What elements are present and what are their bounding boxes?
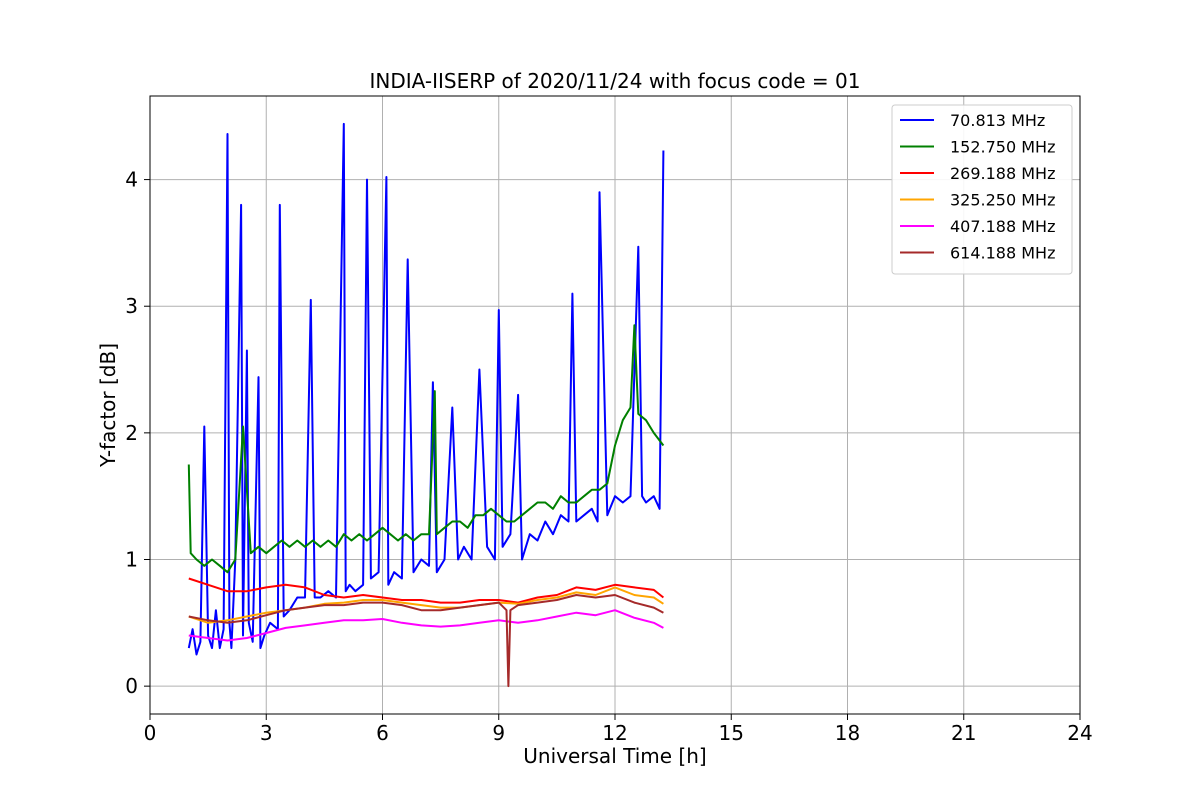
x-tick-label: 21 [951, 721, 976, 745]
series-line-4 [188, 609, 664, 642]
x-tick-label: 18 [835, 721, 860, 745]
y-tick-label: 4 [125, 168, 138, 192]
legend-box [891, 104, 1073, 275]
x-tick-label: 9 [492, 721, 505, 745]
legend-label-2: 269.188 MHz [950, 164, 1055, 183]
legend-label-5: 614.188 MHz [950, 244, 1055, 263]
series-line-0 [187, 122, 665, 656]
x-axis-label: Universal Time [h] [523, 744, 706, 768]
x-tick-label: 0 [144, 721, 157, 745]
y-tick-label: 0 [125, 674, 138, 698]
x-tick-label: 24 [1067, 721, 1092, 745]
legend: 70.813 MHz 152.750 MHz 269.188 MHz 325.250 … [891, 104, 1073, 275]
x-tick-label: 15 [719, 721, 744, 745]
y-tick-label: 3 [125, 294, 138, 318]
series-line-1 [187, 324, 665, 574]
series-line-2 [188, 577, 665, 604]
legend-label-0: 70.813 MHz [950, 111, 1045, 130]
x-tick-label: 3 [260, 721, 273, 745]
x-tick-label: 6 [376, 721, 389, 745]
plot-series [187, 122, 665, 688]
y-tick-label: 1 [125, 548, 138, 572]
legend-label-4: 407.188 MHz [950, 217, 1055, 236]
series-line-3 [188, 586, 664, 624]
legend-label-1: 152.750 MHz [950, 138, 1055, 157]
chart-title: INDIA-IISERP of 2020/11/24 with focus co… [370, 69, 861, 93]
y-tick-label: 2 [125, 421, 138, 445]
series-line-5 [188, 594, 664, 688]
legend-label-3: 325.250 MHz [950, 191, 1055, 210]
x-tick-label: 12 [602, 721, 627, 745]
y-axis-label: Y-factor [dB] [96, 343, 120, 468]
